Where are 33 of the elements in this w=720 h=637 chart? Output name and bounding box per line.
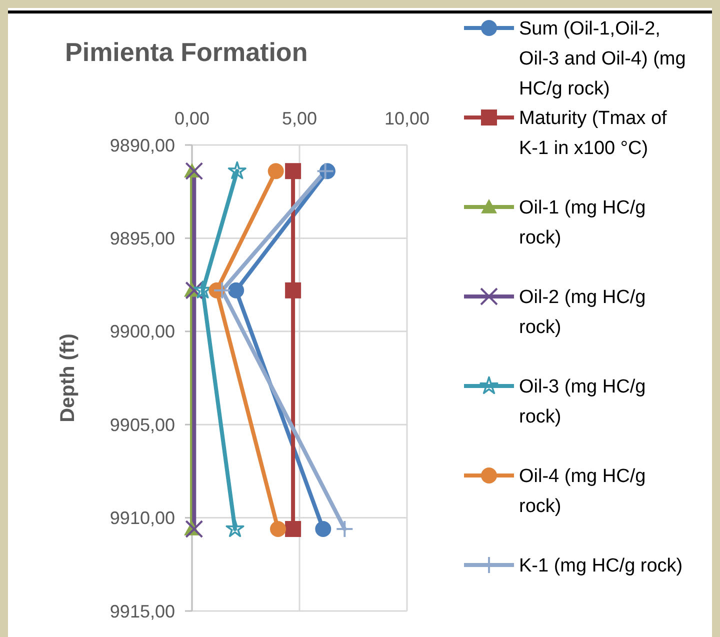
point bbox=[228, 282, 244, 298]
legend-label: Oil-1 (mg HC/g rock) bbox=[519, 198, 646, 249]
point bbox=[185, 162, 204, 180]
y-axis-title: Depth (ft) bbox=[57, 334, 79, 422]
point bbox=[213, 281, 232, 300]
y-tick-label: 9895,00 bbox=[110, 228, 175, 248]
point bbox=[285, 282, 302, 298]
y-tick-label: 9915,00 bbox=[110, 601, 175, 622]
point bbox=[336, 520, 354, 538]
point bbox=[268, 163, 284, 180]
x-tick-label: 10,00 bbox=[384, 108, 430, 128]
y-tick-label: 9890,00 bbox=[110, 135, 175, 156]
point bbox=[185, 520, 204, 538]
chart-title: Pimienta Formation bbox=[65, 37, 308, 68]
point bbox=[316, 162, 334, 180]
y-tick-label: 9905,00 bbox=[110, 414, 175, 435]
legend-label: Maturity (Tmax of K-1 in x100 °C) bbox=[519, 108, 668, 160]
point bbox=[315, 520, 332, 537]
point bbox=[185, 281, 204, 300]
point bbox=[228, 161, 246, 180]
x-tick-label: 0,00 bbox=[174, 108, 210, 128]
legend-label: Oil-2 (mg HC/g rock) bbox=[519, 287, 646, 338]
legend-label: K-1 (mg HC/g rock) bbox=[519, 556, 683, 577]
legend-label: Sum (Oil-1,Oil-2, Oil-3 and Oil-4) (mg HC/g rock) bbox=[519, 18, 686, 100]
legend-label: Oil-4 (mg HC/g rock) bbox=[519, 466, 646, 518]
point bbox=[226, 519, 244, 538]
point bbox=[285, 163, 302, 180]
point bbox=[285, 520, 302, 537]
y-tick-label: 9900,00 bbox=[110, 322, 175, 342]
legend-label: Oil-3 (mg HC/g rock) bbox=[519, 376, 646, 428]
y-tick-label: 9910,00 bbox=[110, 508, 175, 528]
x-tick-label: 5,00 bbox=[282, 108, 318, 128]
point bbox=[270, 520, 286, 537]
